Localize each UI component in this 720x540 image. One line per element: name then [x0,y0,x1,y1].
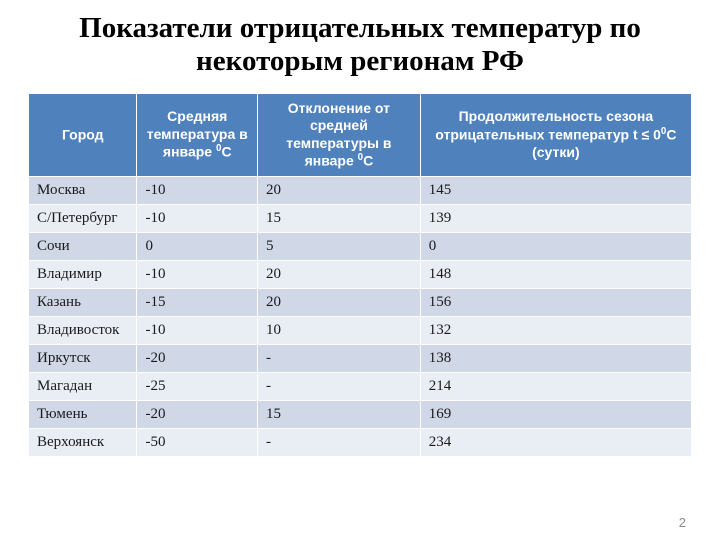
cell-city: Иркутск [29,345,137,373]
cell-avg: -15 [137,289,258,317]
table-header-row: Город Средняя температура в январе 0С От… [29,93,692,177]
cell-dur: 138 [420,345,691,373]
page-number: 2 [679,515,686,530]
cell-dev: 5 [258,233,421,261]
table-row: Верхоянск -50 - 234 [29,429,692,457]
cell-dur: 139 [420,205,691,233]
cell-dev: 20 [258,177,421,205]
cell-avg: -10 [137,177,258,205]
cell-avg: -10 [137,205,258,233]
table-row: Владимир -10 20 148 [29,261,692,289]
page-title: Показатели отрицательных температур по н… [28,12,692,79]
temperature-table: Город Средняя температура в январе 0С От… [28,93,692,458]
cell-city: Верхоянск [29,429,137,457]
cell-dur: 156 [420,289,691,317]
cell-dur: 234 [420,429,691,457]
cell-avg: -20 [137,401,258,429]
cell-dev: - [258,429,421,457]
table-row: Сочи 0 5 0 [29,233,692,261]
table-row: Тюмень -20 15 169 [29,401,692,429]
cell-avg: -10 [137,317,258,345]
cell-dev: 15 [258,205,421,233]
cell-dev: 10 [258,317,421,345]
cell-dur: 148 [420,261,691,289]
cell-dur: 169 [420,401,691,429]
cell-city: Москва [29,177,137,205]
col-header-duration: Продолжительность сезона отрицательных т… [420,93,691,177]
table-row: Казань -15 20 156 [29,289,692,317]
col-header-city: Город [29,93,137,177]
table-row: Москва -10 20 145 [29,177,692,205]
cell-dev: - [258,373,421,401]
col-header-deviation: Отклонение от средней температуры в янва… [258,93,421,177]
cell-city: Сочи [29,233,137,261]
cell-dev: 20 [258,289,421,317]
cell-dev: 15 [258,401,421,429]
cell-city: С/Петербург [29,205,137,233]
cell-dur: 145 [420,177,691,205]
cell-avg: -25 [137,373,258,401]
cell-dev: 20 [258,261,421,289]
cell-dev: - [258,345,421,373]
col-header-avg-temp: Средняя температура в январе 0С [137,93,258,177]
cell-dur: 132 [420,317,691,345]
cell-city: Казань [29,289,137,317]
table-row: С/Петербург -10 15 139 [29,205,692,233]
table-body: Москва -10 20 145 С/Петербург -10 15 139… [29,177,692,457]
cell-city: Владимир [29,261,137,289]
table-row: Иркутск -20 - 138 [29,345,692,373]
cell-avg: -20 [137,345,258,373]
cell-city: Владивосток [29,317,137,345]
cell-avg: -50 [137,429,258,457]
cell-avg: -10 [137,261,258,289]
cell-city: Магадан [29,373,137,401]
cell-avg: 0 [137,233,258,261]
cell-dur: 0 [420,233,691,261]
cell-city: Тюмень [29,401,137,429]
table-row: Магадан -25 - 214 [29,373,692,401]
cell-dur: 214 [420,373,691,401]
table-row: Владивосток -10 10 132 [29,317,692,345]
